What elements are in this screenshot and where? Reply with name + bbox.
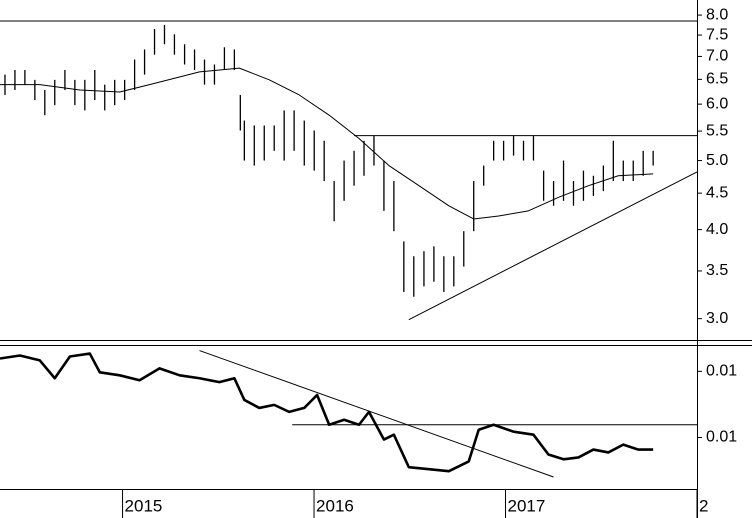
y-tick-label: 0.01	[706, 363, 737, 380]
trend-line	[408, 171, 698, 321]
relative-strength-line	[0, 352, 654, 473]
y-tick-label: 5.5	[706, 122, 728, 139]
y-tick-label: 3.5	[706, 262, 728, 279]
x-tick-label: 2016	[316, 496, 354, 515]
moving-average	[0, 67, 654, 220]
y-tick-label: 5.0	[706, 152, 728, 169]
y-tick-label: 4.0	[706, 221, 728, 238]
x-tick-label: 2015	[125, 496, 163, 515]
y-tick-label: 8.0	[706, 6, 728, 23]
trend-line	[199, 350, 554, 478]
y-tick-label: 7.5	[706, 26, 728, 43]
y-tick-label: 3.0	[706, 310, 728, 327]
x-tick-label: 2017	[508, 496, 546, 515]
y-tick-label: 7.0	[706, 48, 728, 65]
y-tick-label: 4.5	[706, 184, 728, 201]
x-tick-label: 2	[699, 496, 708, 515]
y-tick-label: 6.5	[706, 71, 728, 88]
y-tick-label: 0.01	[706, 429, 737, 446]
y-tick-label: 6.0	[706, 95, 728, 112]
